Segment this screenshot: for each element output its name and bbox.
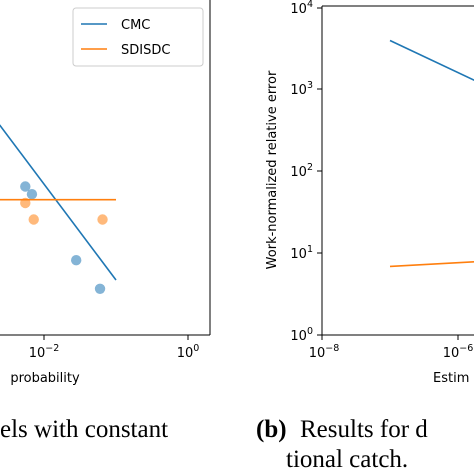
right-chart-marks — [389, 39, 474, 268]
caption-b-line1: Results for d — [300, 416, 428, 443]
sdisdc-point-2 — [20, 197, 31, 209]
cmc-point-4 — [70, 255, 82, 266]
right-series-line-0 — [389, 39, 474, 81]
cmc-point-3 — [26, 189, 38, 200]
caption-b-label: (b) — [256, 416, 287, 443]
sdisdc-point-4 — [97, 214, 108, 225]
legend: CMC SDISDC — [72, 7, 204, 67]
legend-label-sdisdc: SDISDC — [121, 43, 170, 58]
cmc-fit-line — [0, 124, 117, 281]
right-series-line-1 — [389, 261, 474, 268]
cmc-point-2 — [20, 181, 31, 192]
captions: els with constant (b) Results for d tion… — [0, 416, 428, 473]
left-chart-marks — [0, 124, 117, 294]
legend-label-cmc: CMC — [121, 18, 150, 33]
sdisdc-point-3 — [28, 214, 39, 225]
right-x-axis-label: Estim — [433, 371, 469, 386]
caption-b-line2: tional catch. — [286, 446, 408, 473]
legend-frame — [72, 7, 204, 67]
cmc-point-5 — [94, 283, 106, 294]
right-y-axis-label: Work-normalized relative error — [265, 70, 280, 269]
caption-a-line1: els with constant — [0, 416, 168, 443]
right-chart: 104 103 102 101 100 10−8 10−6 Estim Work… — [265, 0, 474, 386]
left-chart: 10−2 100 probability CMC SDISDC — [0, 0, 211, 386]
left-x-axis-label: probability — [10, 371, 80, 386]
